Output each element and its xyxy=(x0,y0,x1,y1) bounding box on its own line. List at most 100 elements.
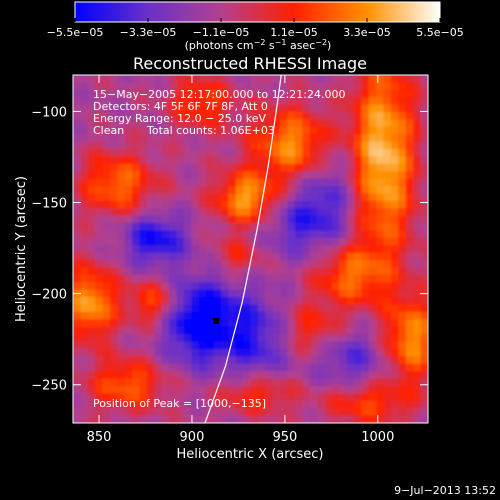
heatmap-cell xyxy=(324,193,333,202)
heatmap-cell xyxy=(228,319,237,328)
heatmap-cell xyxy=(169,223,178,232)
heatmap-cell xyxy=(398,215,407,224)
heatmap-cell xyxy=(243,348,252,357)
heatmap-cell xyxy=(102,215,111,224)
heatmap-cell xyxy=(198,415,207,423)
heatmap-cell xyxy=(80,415,89,423)
heatmap-cell xyxy=(376,245,385,254)
heatmap-cell xyxy=(376,112,385,121)
heatmap-cell xyxy=(383,126,392,135)
heatmap-cell xyxy=(280,200,289,209)
heatmap-cell xyxy=(324,282,333,291)
heatmap-cell xyxy=(206,393,215,402)
heatmap-cell xyxy=(154,186,163,195)
heatmap-cell xyxy=(383,230,392,239)
heatmap-cell xyxy=(346,408,355,417)
x-tick-label: 850 xyxy=(87,430,112,445)
heatmap-cell xyxy=(117,230,126,239)
heatmap-cell xyxy=(161,378,170,387)
heatmap-cell xyxy=(132,260,141,269)
heatmap-cell xyxy=(95,149,104,158)
heatmap-cell xyxy=(198,326,207,335)
heatmap-cell xyxy=(331,119,340,128)
heatmap-cell xyxy=(317,415,326,423)
heatmap-cell xyxy=(73,134,81,143)
heatmap-cell xyxy=(191,156,200,165)
heatmap-cell xyxy=(413,89,422,98)
heatmap-cell xyxy=(191,371,200,380)
heatmap-cell xyxy=(198,408,207,417)
heatmap-cell xyxy=(368,400,377,409)
heatmap-cell xyxy=(198,112,207,121)
heatmap-cell xyxy=(280,385,289,394)
heatmap-cell xyxy=(95,230,104,239)
heatmap-cell xyxy=(146,134,155,143)
heatmap-cell xyxy=(139,252,148,261)
heatmap-cell xyxy=(376,356,385,365)
heatmap-cell xyxy=(243,385,252,394)
heatmap-cell xyxy=(161,260,170,269)
heatmap-cell xyxy=(87,385,96,394)
heatmap-cell xyxy=(169,171,178,180)
heatmap-cell xyxy=(317,282,326,291)
heatmap-cell xyxy=(265,141,274,150)
heatmap-cell xyxy=(317,297,326,306)
heatmap-cell xyxy=(331,163,340,172)
colorbar-tick-label: 1.1e−05 xyxy=(270,26,317,39)
heatmap-cell xyxy=(206,252,215,261)
heatmap-cell xyxy=(80,97,89,106)
heatmap-cell xyxy=(235,178,244,187)
heatmap-cell xyxy=(154,400,163,409)
heatmap-cell xyxy=(183,82,192,91)
heatmap-cell xyxy=(169,208,178,217)
heatmap-cell xyxy=(257,193,266,202)
heatmap-cell xyxy=(339,341,348,350)
heatmap-cell xyxy=(132,134,141,143)
heatmap-cell xyxy=(102,363,111,372)
heatmap-cell xyxy=(80,141,89,150)
heatmap-cell xyxy=(191,400,200,409)
heatmap-cell xyxy=(235,326,244,335)
heatmap-cell xyxy=(250,245,259,254)
heatmap-cell xyxy=(169,319,178,328)
heatmap-cell xyxy=(95,378,104,387)
heatmap-cell xyxy=(124,163,133,172)
heatmap-cell xyxy=(206,371,215,380)
heatmap-cell xyxy=(420,126,428,135)
heatmap-cell xyxy=(383,341,392,350)
heatmap-cell xyxy=(391,326,400,335)
heatmap-cell xyxy=(346,200,355,209)
heatmap-cell xyxy=(117,223,126,232)
heatmap-cell xyxy=(87,274,96,283)
heatmap-cell xyxy=(265,415,274,423)
heatmap-cell xyxy=(368,371,377,380)
heatmap-cell xyxy=(95,134,104,143)
heatmap-cell xyxy=(243,178,252,187)
heatmap-cell xyxy=(317,400,326,409)
heatmap-cell xyxy=(361,289,370,298)
heatmap-cell xyxy=(169,126,178,135)
heatmap-cell xyxy=(250,82,259,91)
heatmap-cell xyxy=(346,378,355,387)
heatmap-cell xyxy=(361,274,370,283)
heatmap-cell xyxy=(139,134,148,143)
heatmap-cell xyxy=(361,82,370,91)
heatmap-cell xyxy=(154,371,163,380)
heatmap-cell xyxy=(206,363,215,372)
heatmap-cell xyxy=(250,171,259,180)
heatmap-cell xyxy=(420,75,428,83)
heatmap-cell xyxy=(391,415,400,423)
heatmap-cell xyxy=(354,289,363,298)
heatmap-cell xyxy=(228,82,237,91)
heatmap-cell xyxy=(117,193,126,202)
heatmap-cell xyxy=(124,223,133,232)
heatmap-cell xyxy=(294,267,303,276)
heatmap-cell xyxy=(257,141,266,150)
heatmap-cell xyxy=(265,363,274,372)
heatmap-cell xyxy=(102,119,111,128)
heatmap-cell xyxy=(176,223,185,232)
heatmap-cell xyxy=(95,193,104,202)
heatmap-cell xyxy=(220,326,229,335)
heatmap-cell xyxy=(73,371,81,380)
heatmap-cell xyxy=(361,104,370,113)
